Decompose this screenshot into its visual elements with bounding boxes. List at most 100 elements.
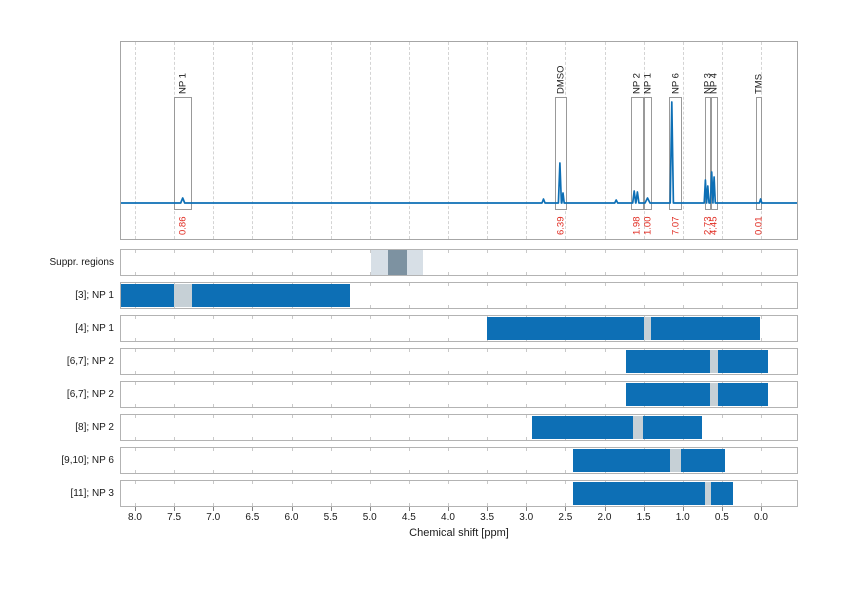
row-tick <box>448 338 449 341</box>
region-row-box <box>120 480 798 507</box>
row-tick <box>448 470 449 473</box>
row-tick <box>135 338 136 341</box>
row-tick <box>604 250 606 253</box>
row-tick <box>291 316 293 319</box>
x-axis-title: Chemical shift [ppm] <box>409 527 509 539</box>
row-tick <box>487 349 489 352</box>
row-tick <box>291 338 293 341</box>
row-tick <box>408 349 410 352</box>
row-tick <box>721 250 723 253</box>
row-tick <box>213 338 215 341</box>
row-tick <box>643 283 645 286</box>
row-tick <box>721 503 723 506</box>
row-tick <box>213 470 215 473</box>
row-tick <box>526 250 528 253</box>
row-tick <box>448 316 449 319</box>
region-peak-gap <box>670 449 682 472</box>
x-tick-label: 2.5 <box>558 512 573 523</box>
row-tick <box>565 349 567 352</box>
row-tick <box>761 305 762 308</box>
row-tick <box>330 415 332 418</box>
row-tick <box>213 250 215 253</box>
x-tick-mark <box>526 507 528 511</box>
x-tick-label: 7.5 <box>167 512 182 523</box>
row-tick <box>135 316 136 319</box>
row-tick <box>761 481 762 484</box>
row-tick <box>252 437 254 440</box>
row-tick <box>330 305 332 308</box>
row-tick <box>682 283 684 286</box>
row-tick <box>487 437 489 440</box>
row-tick <box>604 437 606 440</box>
row-tick <box>682 305 684 308</box>
row-tick <box>408 250 410 253</box>
row-tick <box>408 371 410 374</box>
peak-box <box>174 97 193 210</box>
row-tick <box>565 448 567 451</box>
row-label: [9,10]; NP 6 <box>61 455 114 466</box>
row-tick <box>643 481 645 484</box>
gridline <box>135 42 136 239</box>
row-tick <box>408 470 410 473</box>
x-tick-label: 8.0 <box>128 512 142 523</box>
row-tick <box>291 437 293 440</box>
row-tick <box>252 338 254 341</box>
row-tick <box>565 470 567 473</box>
row-tick <box>526 305 528 308</box>
row-tick <box>369 272 371 275</box>
row-tick <box>291 305 293 308</box>
row-tick <box>721 481 723 484</box>
row-tick <box>291 250 293 253</box>
row-tick <box>135 382 136 385</box>
row-tick <box>487 415 489 418</box>
row-tick <box>252 448 254 451</box>
row-tick <box>174 382 176 385</box>
row-tick <box>174 503 176 506</box>
row-tick <box>448 415 449 418</box>
row-tick <box>565 481 567 484</box>
row-tick <box>252 404 254 407</box>
x-tick-mark <box>643 507 645 511</box>
region-row-box <box>120 315 798 342</box>
region-bar <box>531 416 703 439</box>
row-tick <box>526 272 528 275</box>
region-peak-gap <box>643 317 652 340</box>
row-tick <box>330 272 332 275</box>
region-peak-gap <box>710 383 718 406</box>
row-tick <box>291 503 293 506</box>
row-tick <box>526 448 528 451</box>
row-tick <box>761 470 762 473</box>
row-tick <box>330 316 332 319</box>
region-peak-gap <box>174 284 193 307</box>
row-tick <box>487 283 489 286</box>
row-tick <box>721 448 723 451</box>
row-tick <box>487 338 489 341</box>
region-row-box <box>120 249 798 276</box>
gridline <box>487 42 489 239</box>
row-tick <box>604 316 606 319</box>
x-tick-label: 7.0 <box>206 512 221 523</box>
row-tick <box>174 349 176 352</box>
row-tick <box>761 437 762 440</box>
row-tick <box>604 382 606 385</box>
region-row-box <box>120 381 798 408</box>
row-tick <box>174 437 176 440</box>
row-tick <box>291 481 293 484</box>
row-tick <box>252 283 254 286</box>
row-tick <box>408 305 410 308</box>
gridline <box>408 42 410 239</box>
x-tick-mark <box>252 507 254 511</box>
row-tick <box>604 349 606 352</box>
row-tick <box>135 371 136 374</box>
row-tick <box>135 437 136 440</box>
row-tick <box>408 481 410 484</box>
row-tick <box>761 338 762 341</box>
nmr-spectrum-path <box>121 101 797 204</box>
row-tick <box>643 316 645 319</box>
row-tick <box>526 382 528 385</box>
x-tick-mark <box>135 507 136 511</box>
nmr-spectrum-line <box>121 101 797 204</box>
row-tick <box>487 316 489 319</box>
x-tick-label: 4.5 <box>401 512 416 523</box>
row-tick <box>252 371 254 374</box>
